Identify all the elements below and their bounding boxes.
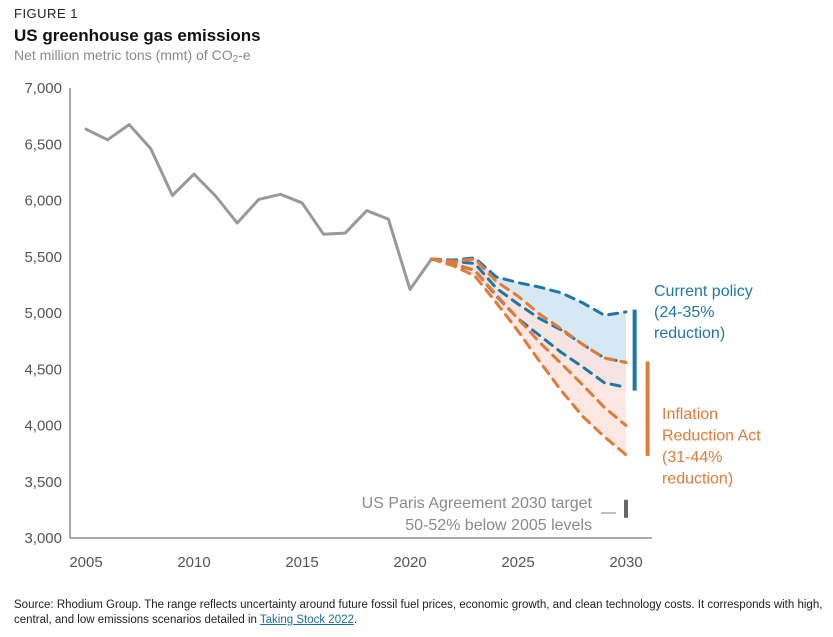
ira-annotation: Inflation xyxy=(662,406,718,423)
y-tick-label: 6,500 xyxy=(24,136,62,153)
x-tick-label: 2020 xyxy=(393,554,426,571)
taking-stock-link[interactable]: Taking Stock 2022 xyxy=(259,614,354,626)
current-policy-annotation: Current policy xyxy=(654,283,753,300)
ira-annotation: reduction) xyxy=(662,471,733,488)
range-bands xyxy=(431,257,626,455)
current-policy-annotation: reduction) xyxy=(654,325,725,342)
y-tick-label: 4,000 xyxy=(24,418,62,435)
subtitle-prefix: Net million metric tons (mmt) of CO xyxy=(14,47,233,63)
x-tick-label: 2015 xyxy=(285,554,318,571)
historical-line xyxy=(84,123,434,291)
ira-central-line xyxy=(430,257,628,427)
x-tick-label: 2010 xyxy=(177,554,210,571)
range-bars xyxy=(624,309,650,518)
figure-label: FIGURE 1 xyxy=(14,6,78,21)
current-policy-annotation: (24-35% xyxy=(654,304,714,321)
chart-subtitle: Net million metric tons (mmt) of CO2-e xyxy=(14,47,251,65)
subtitle-suffix: -e xyxy=(238,47,251,63)
emissions-chart: 3,000 3,500 4,000 4,500 5,000 5,500 6,000 6,500… xyxy=(24,80,762,571)
x-tick-label: 2005 xyxy=(69,554,102,571)
x-tick-label: 2025 xyxy=(501,554,534,571)
paris-target-annotation: US Paris Agreement 2030 target xyxy=(362,495,593,512)
y-tick-label: 4,500 xyxy=(24,361,62,378)
chart-title: US greenhouse gas emissions xyxy=(14,26,261,45)
ira-low-line xyxy=(430,257,628,457)
footnote-text: Source: Rhodium Group. The range reflect… xyxy=(14,599,823,626)
axes: 3,000 3,500 4,000 4,500 5,000 5,500 6,000 6,500… xyxy=(24,80,652,571)
ira-range-band xyxy=(431,259,626,455)
ira-annotation: Reduction Act xyxy=(662,428,761,445)
annotations: Current policy (24-35% reduction) Inflation… xyxy=(362,283,762,534)
subtitle-subscript: 2 xyxy=(232,54,239,65)
y-tick-label: 6,000 xyxy=(24,193,62,210)
footnote-end: . xyxy=(353,614,358,626)
series-lines xyxy=(84,123,628,457)
ira-annotation: (31-44% xyxy=(662,449,722,466)
y-tick-label: 5,000 xyxy=(24,305,62,322)
y-tick-label: 7,000 xyxy=(24,80,62,97)
y-tick-label: 5,500 xyxy=(24,249,62,266)
ira-high-line xyxy=(430,257,628,364)
source-footnote: Source: Rhodium Group. The range reflect… xyxy=(14,598,824,628)
paris-target-annotation: 50-52% below 2005 levels xyxy=(405,517,592,534)
x-tick-label: 2030 xyxy=(609,554,642,571)
y-tick-label: 3,000 xyxy=(24,530,62,547)
y-tick-label: 3,500 xyxy=(24,474,62,491)
